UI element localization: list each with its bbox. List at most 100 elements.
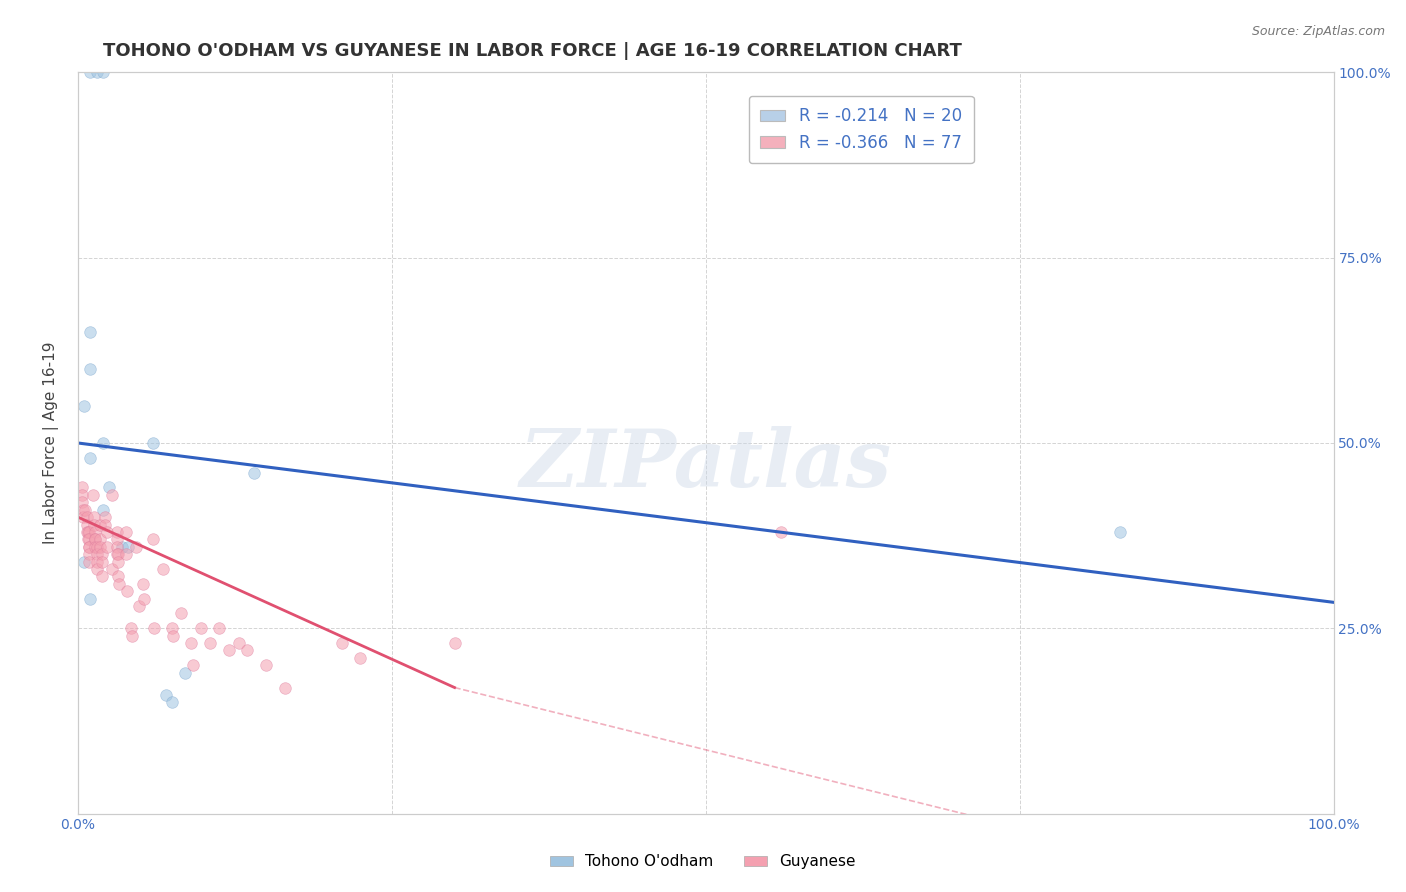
Point bbox=[91, 65, 114, 79]
Point bbox=[769, 524, 792, 539]
Point bbox=[242, 466, 264, 480]
Point bbox=[207, 621, 229, 635]
Point bbox=[121, 629, 143, 643]
Point bbox=[108, 576, 131, 591]
Point bbox=[77, 555, 100, 569]
Point bbox=[86, 555, 108, 569]
Point bbox=[98, 480, 121, 494]
Point bbox=[86, 65, 108, 79]
Point bbox=[76, 517, 98, 532]
Point bbox=[142, 436, 165, 450]
Point bbox=[107, 569, 129, 583]
Legend: Tohono O'odham, Guyanese: Tohono O'odham, Guyanese bbox=[544, 848, 862, 875]
Point bbox=[79, 65, 101, 79]
Text: ZIPatlas: ZIPatlas bbox=[520, 426, 891, 504]
Point bbox=[160, 621, 183, 635]
Point bbox=[254, 658, 277, 673]
Point bbox=[173, 665, 195, 680]
Point bbox=[73, 555, 96, 569]
Point bbox=[77, 533, 100, 547]
Point bbox=[96, 524, 118, 539]
Point bbox=[76, 510, 98, 524]
Text: Source: ZipAtlas.com: Source: ZipAtlas.com bbox=[1251, 25, 1385, 38]
Point bbox=[105, 533, 128, 547]
Point bbox=[443, 636, 465, 650]
Point bbox=[107, 547, 129, 561]
Point bbox=[236, 643, 259, 657]
Point bbox=[330, 636, 353, 650]
Legend: R = -0.214   N = 20, R = -0.366   N = 77: R = -0.214 N = 20, R = -0.366 N = 77 bbox=[749, 95, 973, 163]
Point bbox=[70, 488, 93, 502]
Point bbox=[73, 399, 96, 413]
Point bbox=[218, 643, 240, 657]
Point bbox=[84, 533, 107, 547]
Point bbox=[90, 555, 112, 569]
Point bbox=[96, 540, 118, 554]
Point bbox=[89, 517, 111, 532]
Point bbox=[72, 502, 94, 516]
Point bbox=[94, 517, 117, 532]
Point bbox=[72, 510, 94, 524]
Point bbox=[143, 621, 166, 635]
Point bbox=[89, 540, 111, 554]
Point bbox=[142, 533, 165, 547]
Point bbox=[84, 533, 107, 547]
Point bbox=[105, 524, 128, 539]
Point bbox=[274, 681, 297, 695]
Point bbox=[114, 524, 136, 539]
Point bbox=[77, 524, 100, 539]
Point bbox=[86, 540, 108, 554]
Point bbox=[83, 517, 105, 532]
Point bbox=[115, 584, 138, 599]
Point bbox=[70, 480, 93, 494]
Point bbox=[128, 599, 150, 613]
Point bbox=[91, 502, 114, 516]
Point bbox=[75, 502, 97, 516]
Point bbox=[91, 436, 114, 450]
Point bbox=[90, 547, 112, 561]
Text: TOHONO O'ODHAM VS GUYANESE IN LABOR FORCE | AGE 16-19 CORRELATION CHART: TOHONO O'ODHAM VS GUYANESE IN LABOR FORC… bbox=[103, 42, 962, 60]
Point bbox=[89, 533, 111, 547]
Point bbox=[152, 562, 174, 576]
Point bbox=[84, 524, 107, 539]
Point bbox=[82, 488, 104, 502]
Point bbox=[124, 540, 146, 554]
Point bbox=[228, 636, 250, 650]
Point bbox=[77, 533, 100, 547]
Point bbox=[155, 688, 177, 702]
Point bbox=[77, 540, 100, 554]
Point bbox=[134, 591, 156, 606]
Y-axis label: In Labor Force | Age 16-19: In Labor Force | Age 16-19 bbox=[44, 342, 59, 544]
Point bbox=[105, 540, 128, 554]
Point bbox=[107, 555, 129, 569]
Point bbox=[180, 636, 202, 650]
Point bbox=[1109, 524, 1132, 539]
Point bbox=[77, 540, 100, 554]
Point bbox=[114, 547, 136, 561]
Point bbox=[79, 362, 101, 376]
Point bbox=[120, 621, 142, 635]
Point bbox=[100, 488, 122, 502]
Point bbox=[77, 547, 100, 561]
Point bbox=[117, 540, 139, 554]
Point bbox=[105, 547, 128, 561]
Point bbox=[111, 540, 134, 554]
Point bbox=[90, 569, 112, 583]
Point bbox=[79, 325, 101, 339]
Point bbox=[79, 450, 101, 465]
Point bbox=[70, 495, 93, 509]
Point bbox=[100, 562, 122, 576]
Point bbox=[170, 607, 193, 621]
Point bbox=[76, 524, 98, 539]
Point bbox=[84, 540, 107, 554]
Point bbox=[132, 576, 155, 591]
Point bbox=[94, 510, 117, 524]
Point bbox=[162, 629, 184, 643]
Point bbox=[86, 547, 108, 561]
Point bbox=[83, 510, 105, 524]
Point bbox=[86, 562, 108, 576]
Point bbox=[77, 524, 100, 539]
Point bbox=[160, 695, 183, 709]
Point bbox=[79, 591, 101, 606]
Point bbox=[349, 651, 371, 665]
